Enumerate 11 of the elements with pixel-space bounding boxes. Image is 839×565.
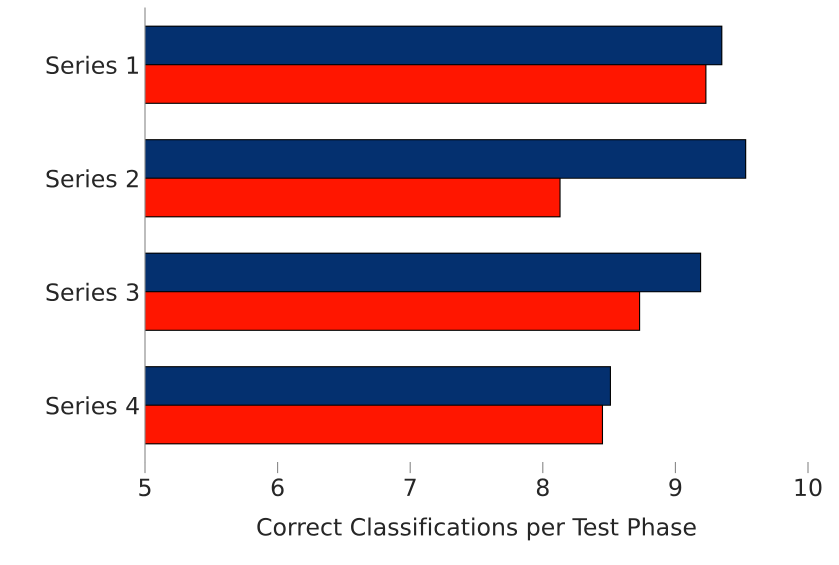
y-tick-label: Series 4 [46,396,139,415]
x-tick-label: 10 [796,478,822,496]
x-tick-label: 7 [404,478,416,496]
x-tick-label: 6 [272,478,284,496]
y-tick-label: Series 3 [46,282,138,302]
x-tick-label: 5 [139,478,150,496]
x-tick-label: 8 [536,478,549,496]
y-tick-label: Series 2 [46,169,138,188]
y-tick-label: Series 1 [46,56,138,74]
x-axis-title: Correct Classifications per Test Phase [257,517,696,540]
x-tick-label: 9 [669,478,682,496]
